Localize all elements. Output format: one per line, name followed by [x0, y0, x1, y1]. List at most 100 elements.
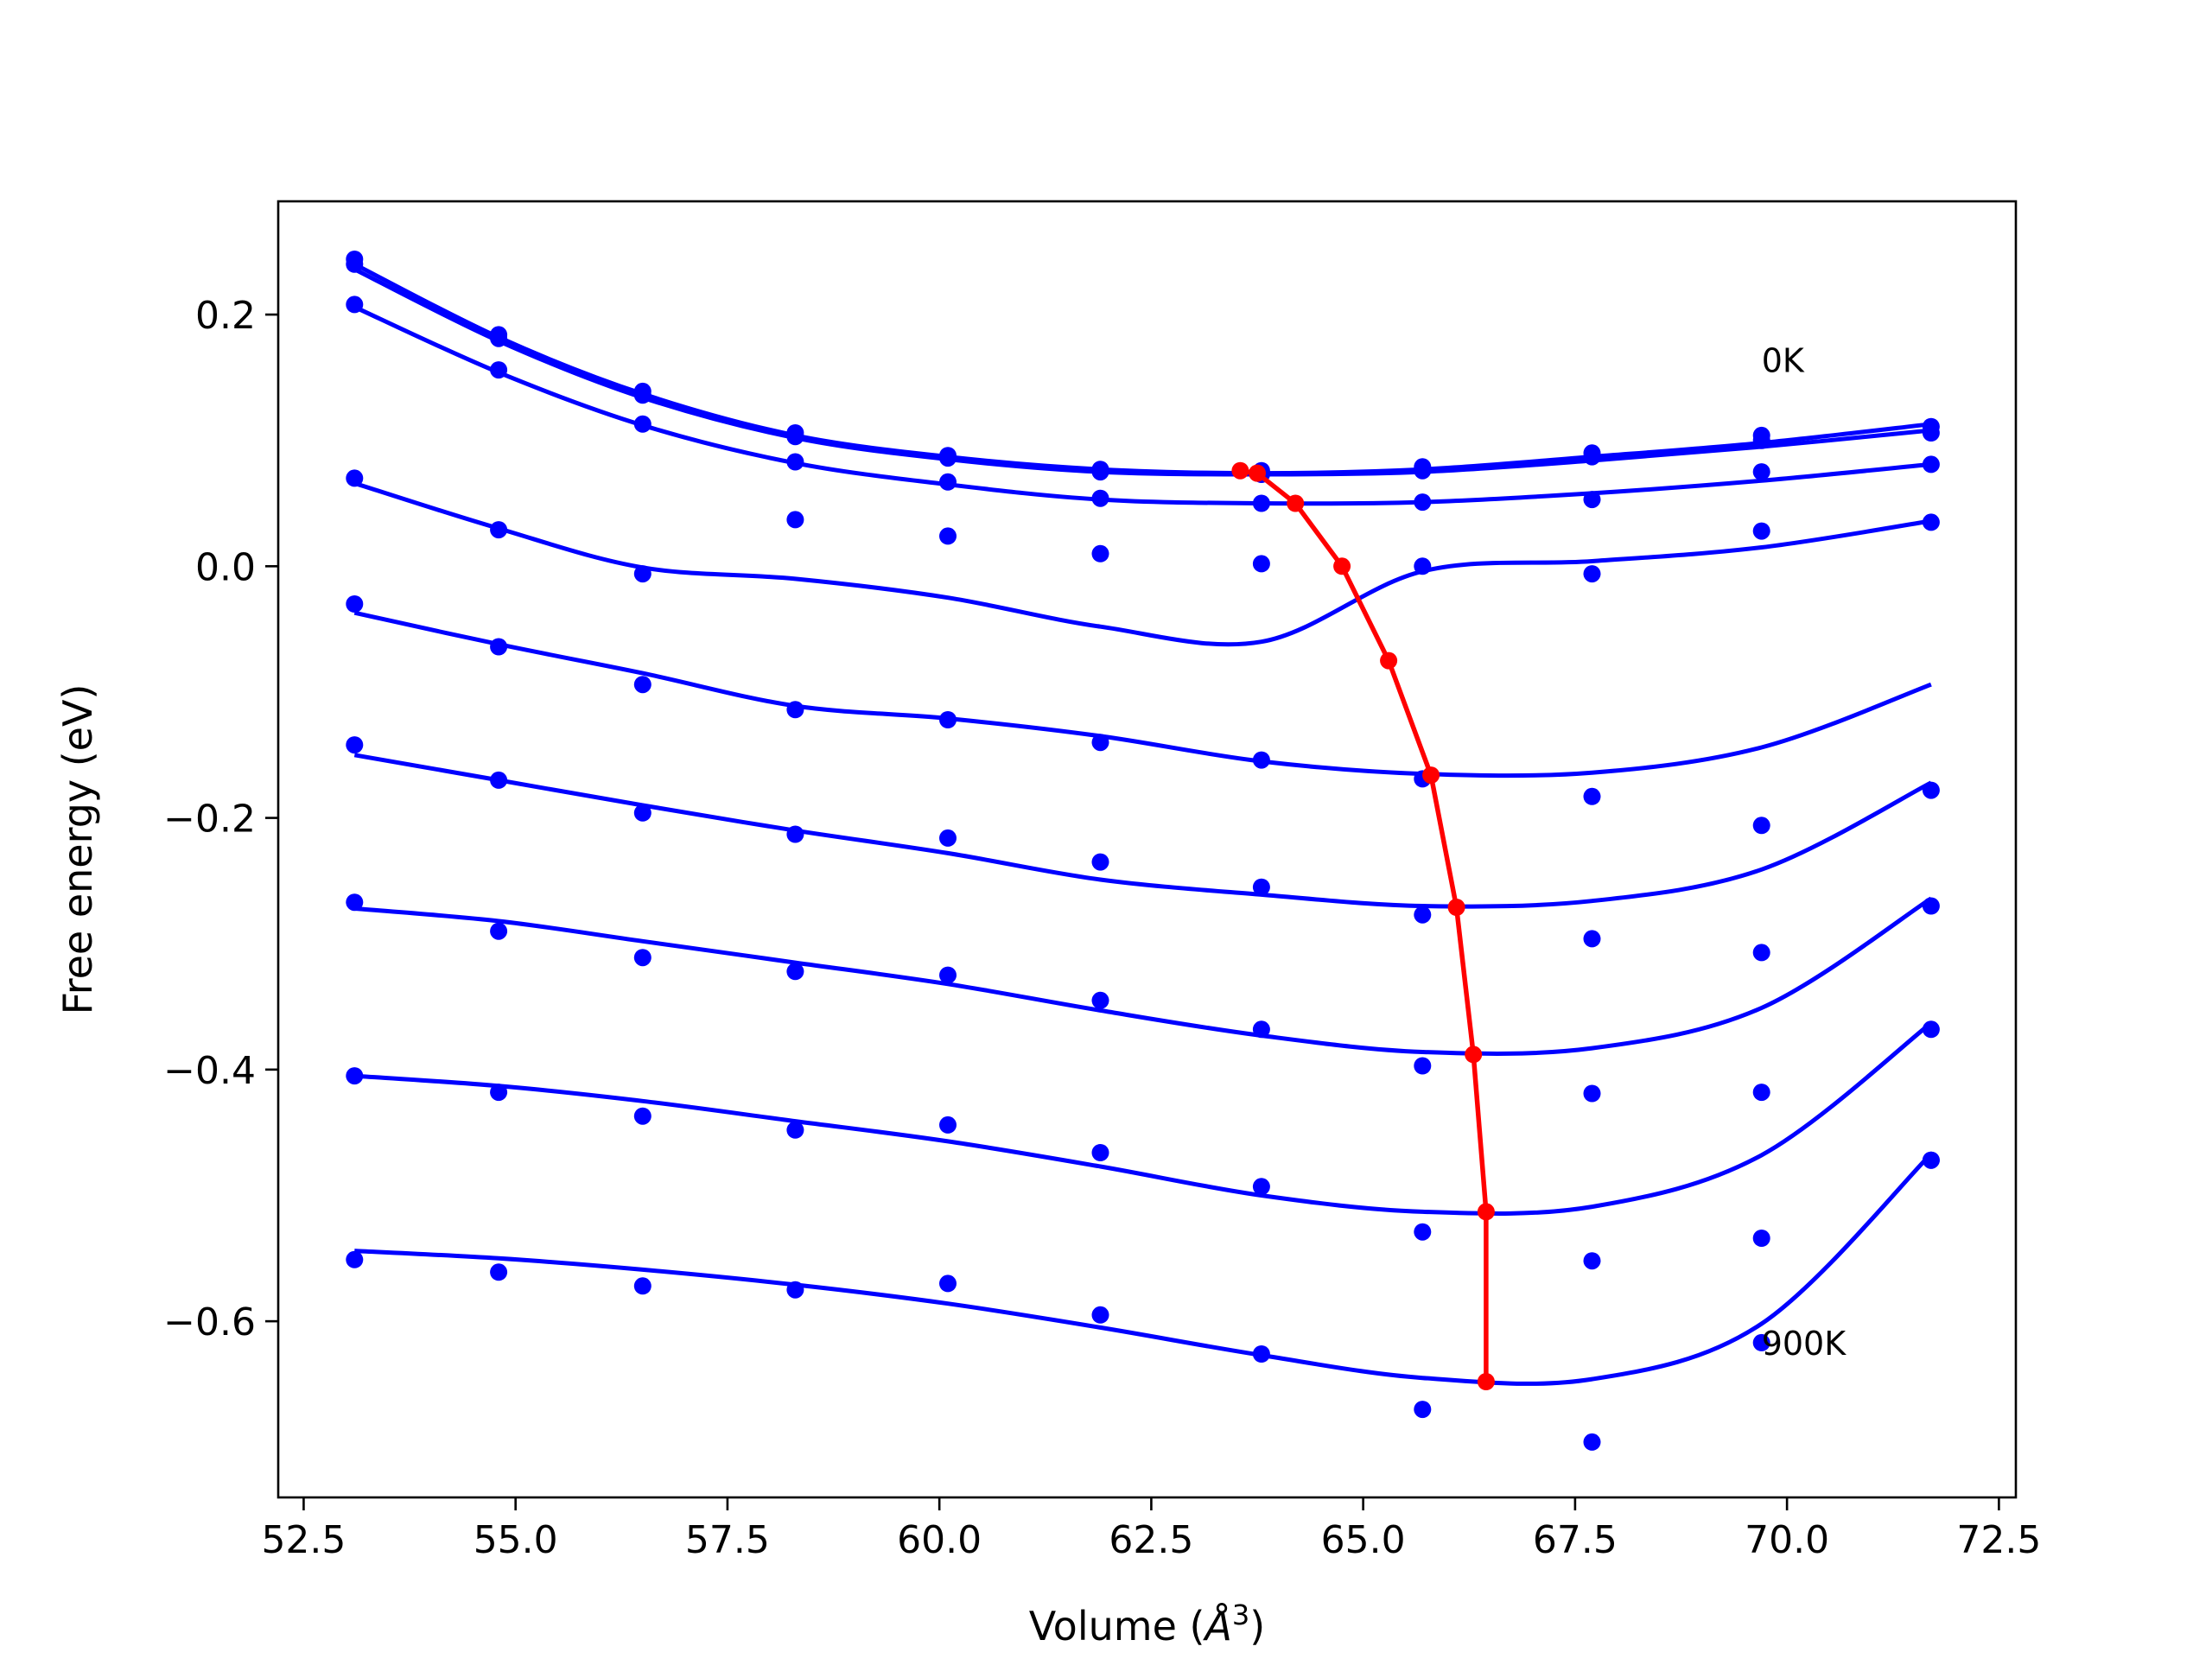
- data-point: [1752, 463, 1770, 481]
- data-point: [1091, 991, 1109, 1009]
- x-axis-label-exponent: 3: [1232, 1599, 1249, 1631]
- y-tick-label: 0.2: [195, 294, 256, 338]
- data-point: [1252, 1178, 1270, 1196]
- data-point: [1252, 494, 1270, 512]
- data-point: [490, 922, 508, 940]
- data-point: [939, 1274, 957, 1293]
- data-point: [786, 963, 804, 981]
- data-point: [939, 829, 957, 847]
- data-point: [1922, 455, 1940, 474]
- minimum-point: [1287, 494, 1305, 512]
- x-tick-label: 57.5: [685, 1518, 770, 1562]
- plot-area: [346, 251, 1940, 1451]
- data-point: [786, 701, 804, 719]
- data-point: [1414, 461, 1432, 480]
- minimum-point: [1333, 557, 1351, 575]
- data-point: [1752, 1230, 1770, 1247]
- data-point: [633, 1107, 652, 1125]
- data-point: [939, 966, 957, 984]
- data-point: [1583, 1252, 1601, 1270]
- data-point: [786, 453, 804, 471]
- data-point: [346, 469, 364, 487]
- axes-frame: [276, 200, 2018, 1499]
- data-point: [490, 638, 508, 656]
- data-point: [1414, 493, 1432, 512]
- data-point: [1091, 544, 1109, 563]
- data-point: [346, 893, 364, 912]
- data-point: [939, 473, 957, 491]
- data-point: [1091, 489, 1109, 507]
- y-tick-label: −0.4: [163, 1049, 256, 1093]
- data-point: [346, 255, 364, 273]
- data-point: [1922, 1151, 1940, 1169]
- data-point: [490, 329, 508, 347]
- x-axis-label: Volume (Å3): [1029, 1599, 1265, 1649]
- data-point: [1752, 1084, 1770, 1102]
- data-point: [1252, 1020, 1270, 1039]
- data-point: [633, 676, 652, 694]
- x-axis: 52.5 55.0 57.5 60.0 62.5 65.0 67.5 70.0 72.5: [261, 1497, 2041, 1562]
- x-axis-label-close: ): [1249, 1603, 1265, 1649]
- y-tick-label: 0.0: [195, 545, 256, 589]
- data-point: [1091, 734, 1109, 752]
- data-point: [786, 825, 804, 843]
- data-point: [1922, 897, 1940, 915]
- x-tick-label: 52.5: [261, 1518, 346, 1562]
- data-point: [1752, 944, 1770, 962]
- y-tick-label: −0.2: [163, 798, 256, 842]
- x-tick-label: 60.0: [897, 1518, 982, 1562]
- data-point: [1414, 557, 1432, 575]
- data-point: [1252, 555, 1270, 573]
- data-point: [1583, 491, 1601, 509]
- minimum-point: [1249, 464, 1266, 482]
- data-point: [346, 1067, 364, 1085]
- data-point: [1414, 1401, 1432, 1419]
- data-point: [1583, 1433, 1601, 1451]
- x-tick-label: 55.0: [474, 1518, 558, 1562]
- data-point: [939, 527, 957, 545]
- data-point: [346, 296, 364, 314]
- data-point: [1922, 424, 1940, 442]
- data-point: [1752, 522, 1770, 540]
- data-point: [1583, 565, 1601, 583]
- data-point: [1922, 1020, 1940, 1039]
- y-tick-label: −0.6: [163, 1300, 256, 1344]
- data-point: [1252, 878, 1270, 896]
- x-tick-label: 65.0: [1321, 1518, 1406, 1562]
- x-tick-label: 67.5: [1533, 1518, 1618, 1562]
- data-point: [490, 1263, 508, 1281]
- data-point: [1583, 448, 1601, 466]
- minimum-point: [1231, 461, 1249, 480]
- data-point: [939, 711, 957, 728]
- data-point: [1414, 1057, 1432, 1075]
- data-point: [1414, 1223, 1432, 1241]
- x-axis-label-unit: Å: [1202, 1603, 1231, 1649]
- x-tick-label: 70.0: [1745, 1518, 1829, 1562]
- data-point: [786, 1281, 804, 1299]
- data-point: [1583, 1084, 1601, 1103]
- data-point: [1583, 930, 1601, 948]
- data-point: [490, 1084, 508, 1102]
- fit-curve-6: [353, 753, 1933, 909]
- data-point: [786, 1121, 804, 1139]
- data-point: [633, 565, 652, 583]
- data-point: [1091, 1144, 1109, 1161]
- data-point: [633, 386, 652, 404]
- minimum-point: [1465, 1046, 1483, 1064]
- y-axis-label: Free energy (eV): [54, 684, 101, 1015]
- fit-curve-8: [354, 1021, 1933, 1216]
- data-point: [1922, 513, 1940, 531]
- minimum-line: [1239, 467, 1489, 1382]
- data-point: [1252, 1345, 1270, 1363]
- annotation-label: 0K: [1762, 341, 1805, 379]
- data-point: [633, 1277, 652, 1295]
- data-point: [1091, 1306, 1109, 1324]
- y-axis: 0.2 0.0 −0.2 −0.4 −0.6: [163, 294, 278, 1344]
- fit-curve-4: [353, 480, 1932, 647]
- data-point: [1752, 1333, 1770, 1351]
- x-axis-label-text: Volume (: [1029, 1603, 1205, 1649]
- minimum-point: [1477, 1203, 1495, 1221]
- annotation-label: 900K: [1762, 1325, 1847, 1363]
- x-tick-label: 72.5: [1956, 1518, 2041, 1562]
